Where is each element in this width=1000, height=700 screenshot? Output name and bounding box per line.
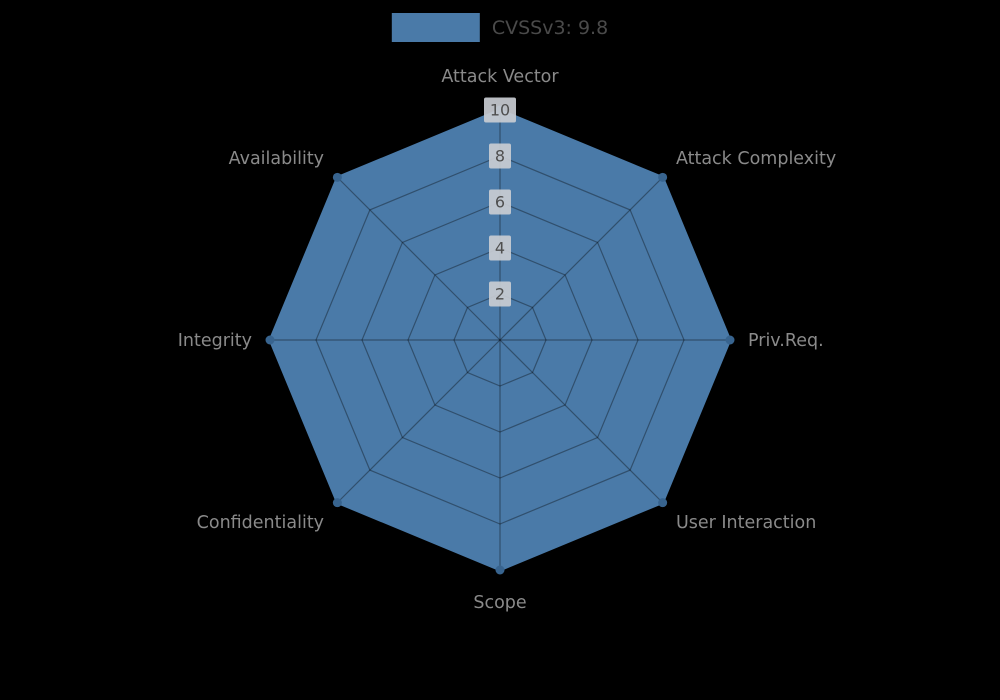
tick-label: 2 [495, 285, 505, 304]
legend-swatch [391, 13, 480, 42]
grid-spoke [336, 176, 501, 341]
tick-label: 8 [495, 147, 505, 166]
grid-ring [315, 155, 685, 525]
axis-label: Attack Vector [441, 67, 559, 87]
grid-spoke [499, 339, 664, 504]
axis-label: Confidentiality [197, 513, 324, 533]
vertex-marker [658, 498, 668, 508]
tick-box [489, 189, 511, 215]
vertex-marker [265, 335, 275, 345]
vertex-marker [332, 172, 342, 182]
axis-label: Availability [229, 149, 324, 169]
tick-box [489, 235, 511, 261]
grid-ring [453, 293, 547, 387]
series-fill [270, 110, 730, 570]
tick-label: 4 [495, 239, 505, 258]
chart-legend: CVSSv3: 9.8 [391, 13, 609, 42]
vertex-marker [495, 565, 505, 575]
tick-box [489, 143, 511, 169]
vertex-marker [658, 172, 668, 182]
axis-label: User Interaction [676, 513, 816, 533]
grid-ring [407, 247, 593, 433]
vertex-marker [725, 335, 735, 345]
tick-label: 6 [495, 193, 505, 212]
tick-box [489, 281, 511, 307]
vertex-marker [332, 498, 342, 508]
grid-ring [361, 201, 639, 479]
axis-label: Scope [473, 593, 526, 613]
axis-label: Integrity [178, 331, 252, 351]
grid-spoke [499, 176, 664, 341]
axis-label: Attack Complexity [676, 149, 836, 169]
tick-label: 10 [490, 101, 510, 120]
axis-label: Priv.Req. [748, 331, 824, 351]
grid-spoke [336, 339, 501, 504]
tick-box [484, 97, 516, 123]
legend-label: CVSSv3: 9.8 [491, 16, 609, 39]
